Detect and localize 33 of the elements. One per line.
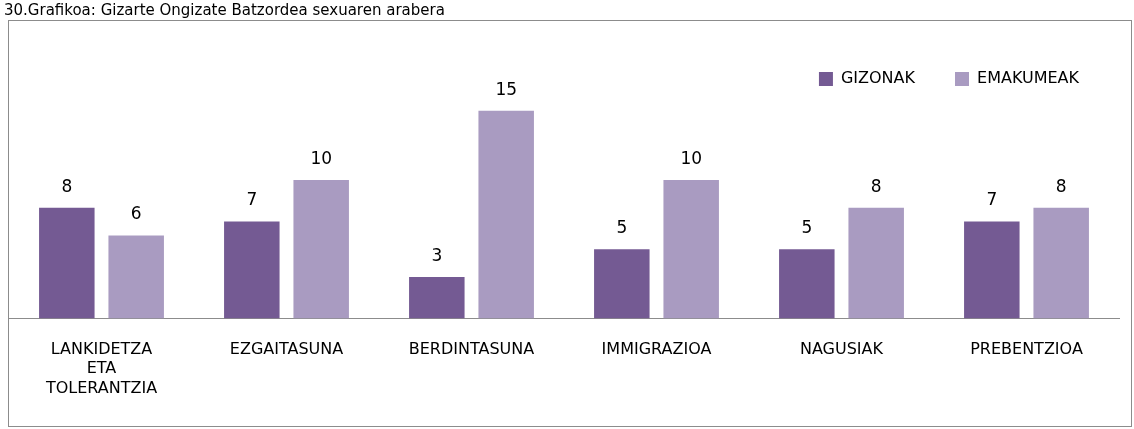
legend-label: EMAKUMEAK (977, 68, 1080, 88)
bar (1033, 207, 1089, 319)
data-label: 8 (61, 175, 73, 196)
x-tick-label: IMMIGRAZIOA (601, 339, 712, 359)
data-label: 3 (431, 244, 443, 265)
bar (108, 235, 164, 319)
bar (663, 180, 719, 319)
bar (478, 110, 534, 319)
chart-title: 30.Grafikoa: Gizarte Ongizate Batzordea sexuaren arabera (3, 0, 446, 20)
data-label: 15 (495, 78, 518, 99)
data-label: 10 (680, 147, 703, 168)
data-label: 6 (130, 203, 142, 224)
bar (964, 221, 1020, 319)
data-label: 5 (801, 217, 813, 238)
bar (293, 180, 349, 319)
bar (594, 249, 650, 319)
data-label: 10 (310, 147, 333, 168)
x-tick-label: NAGUSIAK (799, 339, 884, 359)
data-label: 8 (870, 175, 882, 196)
data-label: 8 (1055, 175, 1067, 196)
x-tick-label: EZGAITASUNA (229, 339, 344, 359)
bar (224, 221, 280, 319)
bar (409, 276, 465, 319)
x-tick-label: PREBENTZIOA (970, 339, 1083, 359)
bar (779, 249, 835, 319)
bar (39, 207, 95, 319)
x-tick-label: BERDINTASUNA (408, 339, 535, 359)
x-tick-label: LANKIDETZA ETA TOLERANTZIA (44, 339, 158, 397)
data-label: 7 (246, 189, 258, 210)
data-label: 5 (616, 217, 628, 238)
bar (848, 207, 904, 319)
legend-label: GIZONAK (840, 68, 916, 88)
data-label: 7 (986, 189, 998, 210)
